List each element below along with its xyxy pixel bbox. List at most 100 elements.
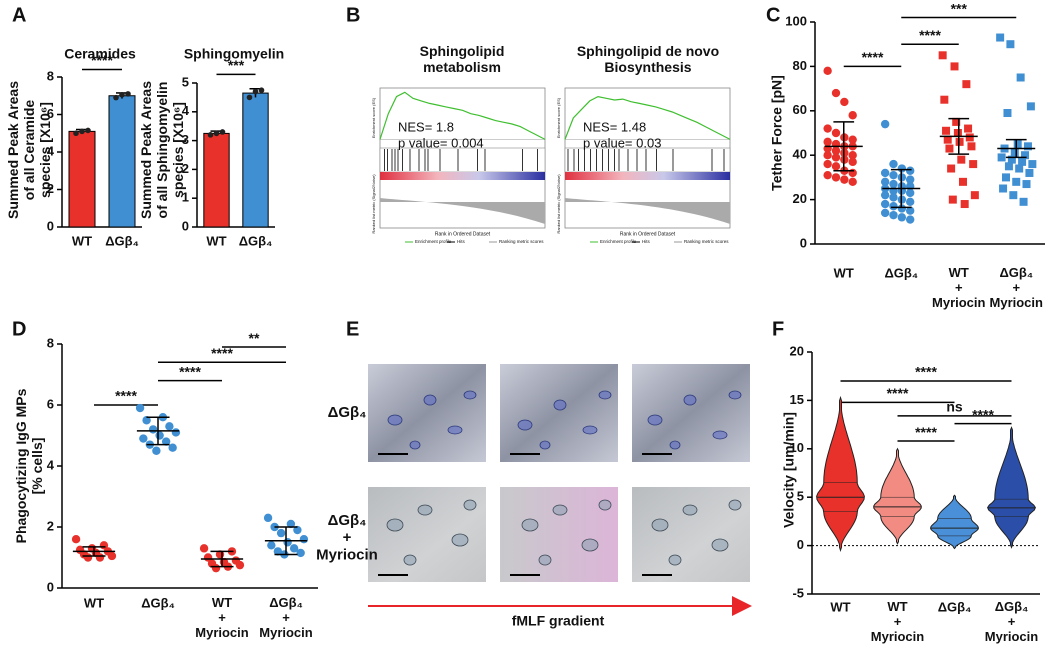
text-line: of all Ceramide — [21, 100, 37, 201]
data-point — [73, 130, 79, 137]
y-tick-label: 20 — [790, 343, 804, 358]
text-line: + — [218, 610, 226, 625]
data-point — [905, 188, 915, 198]
y-axis-label: Summed Peak Areasof all Ceramidespecies … — [5, 81, 53, 219]
data-point — [276, 528, 286, 538]
x-tick-label: ΔGβ₄ + Myriocin — [985, 599, 1039, 644]
significance-label: **** — [179, 363, 201, 379]
y-axis-label: Summed Peak Areasof all Sphingomyelinspe… — [138, 81, 186, 219]
y-tick-label: 0 — [47, 579, 54, 594]
data-point — [246, 94, 253, 101]
data-point — [1028, 160, 1037, 169]
x-tick-label: ΔGβ₄ — [141, 595, 175, 610]
data-point — [1015, 164, 1024, 173]
chart-title: Sphingomyelin — [184, 46, 284, 62]
data-point — [943, 135, 952, 144]
data-point — [848, 177, 857, 187]
y-tick-label: 0 — [182, 218, 189, 233]
data-point — [848, 157, 857, 167]
significance-label: **** — [887, 385, 909, 401]
data-point — [958, 177, 967, 186]
data-point — [1023, 142, 1032, 151]
data-point — [289, 544, 299, 553]
data-point — [1010, 148, 1019, 157]
image — [500, 364, 618, 462]
data-point — [207, 132, 214, 138]
data-point — [219, 129, 226, 135]
data-point — [119, 92, 125, 98]
y-tick-label: 2 — [47, 518, 54, 533]
data-point — [152, 446, 161, 455]
y-tick-label: 0 — [800, 235, 807, 250]
y-axis-label: Enrichment score (ES) — [371, 97, 376, 138]
data-point — [948, 195, 957, 204]
significance-label: **** — [862, 49, 884, 65]
data-point — [897, 213, 907, 222]
significance-label: *** — [951, 0, 968, 16]
text-line: WT — [212, 595, 232, 610]
data-point — [840, 97, 849, 107]
data-point — [148, 425, 158, 434]
data-point — [905, 215, 915, 224]
text-line: ΔGβ₄ — [995, 599, 1029, 614]
data-point — [107, 551, 117, 561]
data-point — [831, 146, 841, 155]
significance-label: **** — [115, 388, 137, 404]
data-point — [969, 160, 978, 169]
data-point — [1018, 157, 1027, 166]
data-point — [938, 51, 947, 60]
text-line: Sphingolipid de novo — [577, 43, 719, 59]
data-point — [889, 193, 898, 202]
y-tick-label: 15 — [790, 392, 804, 407]
image — [500, 487, 618, 582]
text-line: + — [894, 614, 902, 629]
data-point — [996, 33, 1005, 42]
data-point — [125, 91, 131, 97]
text-line: + — [343, 529, 352, 546]
data-point — [889, 210, 898, 220]
text-line: Summed Peak Areas — [5, 81, 21, 219]
data-point — [905, 206, 915, 215]
data-point — [880, 119, 890, 129]
data-point — [85, 127, 91, 134]
significance-label: ** — [249, 330, 260, 346]
hits-frame — [564, 147, 731, 173]
row-label: ΔGβ₄ — [328, 404, 367, 421]
chart-title: Sphingolipid metabolism — [420, 43, 505, 75]
y-axis-label: Ranked list metric (Signal2Noise) — [556, 174, 561, 234]
data-point — [1002, 173, 1011, 182]
data-point — [1009, 191, 1018, 200]
significance-label: **** — [972, 406, 994, 422]
bar — [203, 132, 230, 228]
data-point — [1025, 168, 1034, 177]
data-point — [1012, 177, 1021, 186]
scale-bars — [378, 453, 672, 576]
data-point — [823, 137, 832, 147]
x-tick-label: ΔGβ₄ — [105, 233, 139, 248]
annotation: NES= 1.8 — [398, 119, 454, 134]
significance-label: *** — [228, 57, 245, 73]
text-line: + — [282, 610, 290, 625]
data-point — [831, 128, 841, 138]
x-tick-label: WT — [206, 233, 226, 248]
data-point — [258, 87, 265, 93]
violin — [816, 395, 865, 553]
chart-title: Ceramides — [64, 46, 136, 62]
data-point — [83, 553, 93, 562]
text-line: + — [1012, 280, 1020, 295]
text-line: Myriocin — [195, 625, 249, 640]
data-point — [211, 563, 221, 573]
data-point — [267, 541, 276, 550]
data-point — [947, 164, 956, 173]
text-line: ΔGβ₄ — [269, 595, 303, 610]
data-point — [945, 144, 954, 153]
data-point — [848, 151, 857, 160]
legend-label: Hits — [457, 239, 465, 244]
data-point — [263, 513, 273, 523]
data-point — [296, 548, 305, 558]
data-point — [953, 129, 962, 137]
text-line: species [X10⁶] — [170, 102, 186, 198]
data-point — [165, 422, 174, 431]
violin — [873, 447, 922, 545]
